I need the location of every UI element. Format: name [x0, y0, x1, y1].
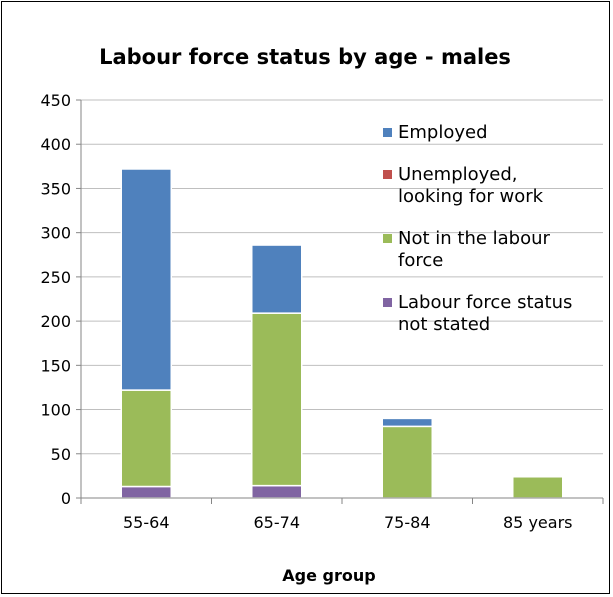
- legend-swatch: [383, 128, 392, 137]
- legend-label: Employed: [398, 122, 488, 143]
- legend-label: force: [398, 250, 443, 271]
- legend-item: Employed: [383, 122, 488, 143]
- bar-segment: [120, 168, 172, 391]
- y-tick-label: 0: [61, 489, 71, 508]
- legend-label: looking for work: [398, 186, 544, 207]
- bar-segment: [251, 484, 303, 499]
- bar-segment: [381, 417, 433, 428]
- y-tick-label: 400: [40, 135, 71, 154]
- bar-segment: [120, 485, 172, 499]
- x-tick-label: 55-64: [123, 513, 170, 532]
- bar-segment: [381, 425, 433, 499]
- legend-swatch: [383, 298, 392, 307]
- x-tick-label: 85 years: [503, 513, 572, 532]
- x-tick-label: 75-84: [384, 513, 431, 532]
- legend-swatch: [383, 170, 392, 179]
- legend-label: not stated: [398, 314, 490, 335]
- y-tick-label: 100: [40, 401, 71, 420]
- legend: Employed Unemployed,looking for work Not i…: [383, 122, 572, 335]
- y-tick-label: 50: [51, 445, 71, 464]
- y-tick-label: 150: [40, 356, 71, 375]
- legend-swatch: [383, 234, 392, 243]
- legend-label: Not in the labour: [398, 228, 551, 249]
- bar-segment: [251, 244, 303, 314]
- bar-segment: [120, 389, 172, 488]
- x-axis: [80, 100, 604, 504]
- legend-item: Unemployed,looking for work: [383, 164, 544, 207]
- y-tick-label: 450: [40, 91, 71, 110]
- bars: [120, 168, 564, 499]
- legend-label: Labour force status: [398, 292, 572, 313]
- y-axis-ticks: 0 50 100 150 200 250 300 350 400 450: [40, 91, 71, 508]
- legend-label: Unemployed,: [398, 164, 518, 185]
- y-tick-label: 350: [40, 179, 71, 198]
- x-axis-ticks: 55-64 65-74 75-84 85 years: [123, 513, 572, 532]
- y-tick-label: 200: [40, 312, 71, 331]
- y-tick-label: 250: [40, 268, 71, 287]
- bar-segment: [512, 476, 564, 499]
- bar-segment: [251, 312, 303, 487]
- chart-title: Labour force status by age - males: [99, 45, 511, 69]
- y-tick-label: 300: [40, 224, 71, 243]
- x-tick-label: 65-74: [254, 513, 301, 532]
- x-axis-title: Age group: [282, 566, 375, 585]
